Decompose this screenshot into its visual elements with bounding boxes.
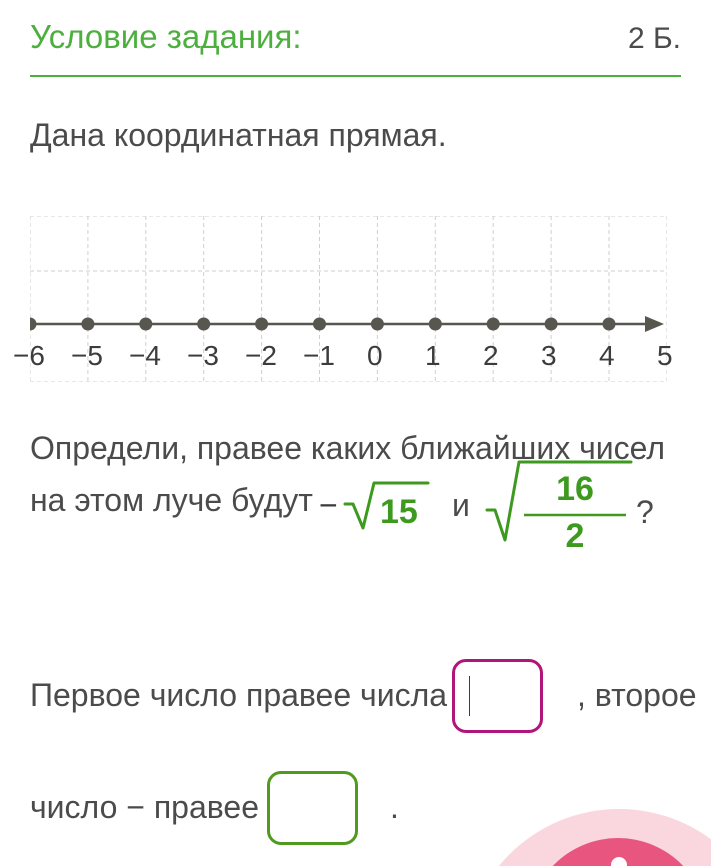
svg-text:16: 16 <box>556 470 594 508</box>
svg-text:?: ? <box>636 494 654 530</box>
svg-text:15: 15 <box>380 493 418 531</box>
svg-text:−: − <box>319 487 338 523</box>
svg-text:и: и <box>452 487 470 523</box>
svg-text:2: 2 <box>566 517 585 553</box>
